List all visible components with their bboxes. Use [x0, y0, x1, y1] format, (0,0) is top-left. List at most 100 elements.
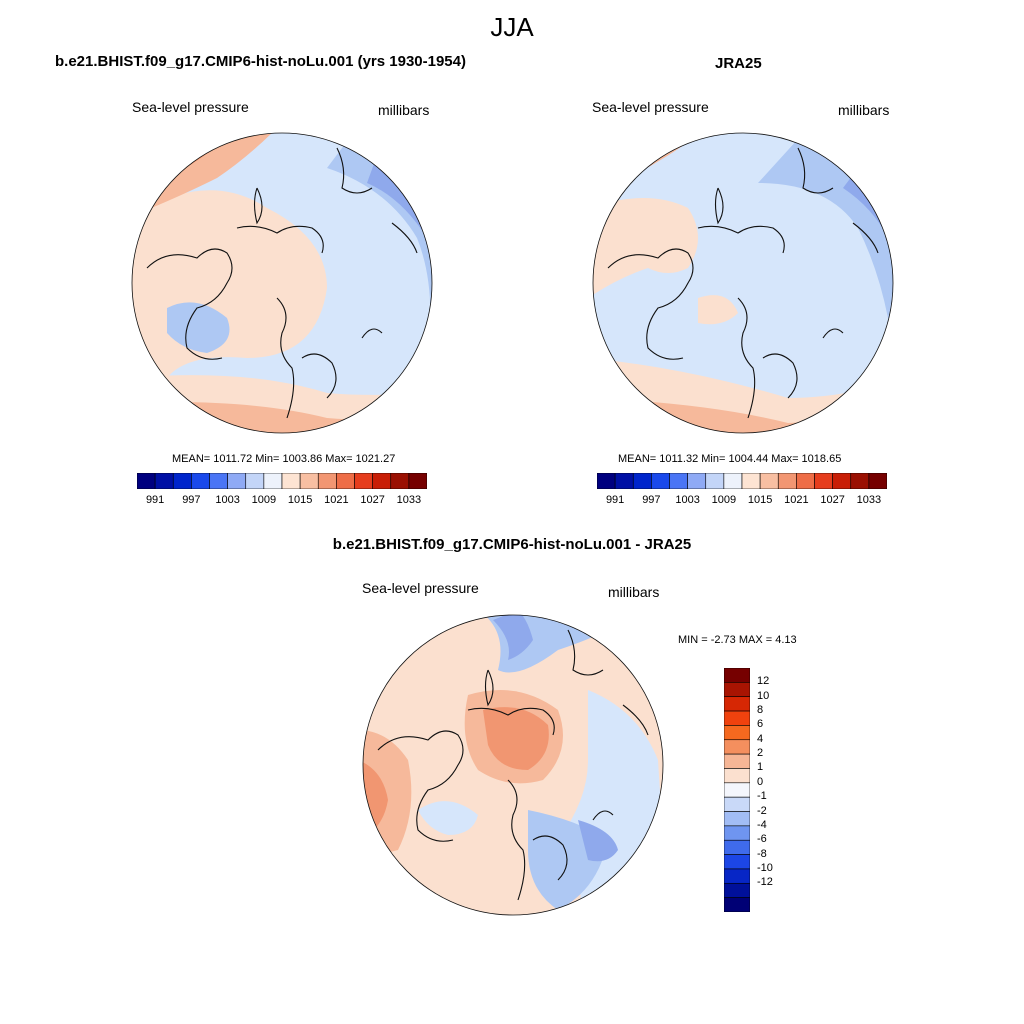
- diff-colorbar-box: [724, 811, 750, 827]
- diff-colorbar-box: [724, 682, 750, 698]
- model-colorbar-box: [299, 473, 319, 489]
- obs-colorbar-box: [614, 473, 634, 489]
- model-colorbar-tick-label: 1003: [215, 494, 240, 506]
- diff-colorbar-box: [724, 753, 750, 769]
- model-colorbar-box: [191, 473, 210, 489]
- diff-colorbar-tick-label: 10: [757, 689, 770, 702]
- diff-colorbar-tick-label: 0: [757, 775, 764, 788]
- model-panel-title: b.e21.BHIST.f09_g17.CMIP6-hist-noLu.001 …: [55, 53, 466, 70]
- diff-colorbar-tick-label: 4: [757, 732, 764, 745]
- diff-colorbar-box: [724, 825, 750, 841]
- diff-colorbar-tick-label: 8: [757, 704, 764, 717]
- model-colorbar-box: [172, 473, 192, 489]
- diff-colorbar-tick-label: -4: [757, 818, 767, 831]
- model-colorbar-box: [209, 473, 228, 489]
- obs-colorbar-tick-label: 1027: [820, 494, 845, 506]
- diff-colorbar-box: [724, 882, 750, 898]
- diff-stats: MIN = -2.73 MAX = 4.13: [678, 634, 797, 646]
- model-colorbar-tick-label: 1033: [396, 494, 422, 506]
- obs-units-label: millibars: [838, 102, 890, 118]
- diff-panel-title: b.e21.BHIST.f09_g17.CMIP6-hist-noLu.001 …: [332, 536, 692, 553]
- obs-colorbar-box: [777, 473, 797, 489]
- obs-colorbar-box: [723, 473, 743, 489]
- model-stats: MEAN= 1011.72 Min= 1003.86 Max= 1021.27: [172, 453, 396, 465]
- model-colorbar-box: [336, 473, 355, 489]
- diff-colorbar-tick-label: 2: [757, 747, 764, 760]
- obs-colorbar-tick-label: 1009: [711, 494, 737, 506]
- diff-colorbar: [724, 668, 750, 912]
- diff-colorbar-tick-label: -2: [757, 804, 767, 817]
- model-units-label: millibars: [378, 102, 430, 118]
- obs-panel-title: JRA25: [715, 55, 762, 72]
- obs-colorbar-box: [814, 473, 833, 489]
- obs-colorbar-box: [705, 473, 725, 489]
- model-colorbar: [137, 473, 427, 489]
- obs-colorbar-box: [868, 473, 887, 489]
- diff-map-border: [362, 614, 664, 916]
- model-colorbar-tick-label: 1021: [324, 494, 349, 506]
- obs-colorbar-box: [832, 473, 852, 489]
- model-colorbar-box: [245, 473, 265, 489]
- obs-colorbar-tick-label: 997: [642, 494, 661, 506]
- model-blue-west-ring: [167, 302, 230, 353]
- model-colorbar-ticks: 991 997 1003 1009 1015 1021 1027 1033: [0, 494, 1024, 508]
- obs-peach-west: [593, 198, 698, 298]
- obs-colorbar-ticks: 991 997 1003 1009 1015 1021 1027 1033: [0, 494, 1024, 508]
- diff-colorbar-box: [724, 854, 750, 870]
- model-colorbar-box: [372, 473, 392, 489]
- obs-colorbar-tick-label: 991: [605, 494, 625, 506]
- model-map-border: [131, 132, 433, 434]
- diff-colorbar-box: [724, 710, 750, 726]
- obs-colorbar-box: [632, 473, 652, 489]
- model-colorbar-tick-label: 997: [182, 494, 201, 506]
- obs-colorbar-tick-label: 1015: [747, 494, 773, 506]
- diff-colorbar-tick-label: -8: [757, 847, 767, 860]
- obs-colorbar-box: [597, 473, 616, 489]
- diff-blue-southeast-dark: [578, 820, 618, 862]
- diff-colorbar-tick-label: 12: [757, 675, 770, 688]
- obs-colorbar-box: [741, 473, 761, 489]
- diff-colorbar-tick-label: -1: [757, 790, 767, 803]
- diff-colorbar-box: [724, 897, 750, 912]
- diff-colorbar-tick-label: 6: [757, 718, 764, 731]
- diff-colorbar-box: [724, 796, 750, 812]
- obs-colorbar-box: [850, 473, 870, 489]
- diff-colorbar-box: [724, 668, 750, 683]
- obs-colorbar: [597, 473, 887, 489]
- model-colorbar-box: [354, 473, 373, 489]
- diff-colorbar-tick-label: -12: [757, 876, 773, 889]
- diff-colorbar-box: [724, 725, 750, 741]
- model-colorbar-tick-label: 1009: [251, 494, 277, 506]
- model-colorbar-box: [317, 473, 337, 489]
- diff-blue-north-dark: [493, 615, 533, 660]
- obs-polar-map: [592, 132, 894, 434]
- diff-colorbar-box: [724, 696, 750, 712]
- diff-orange-center: [483, 707, 549, 770]
- diff-colorbar-box: [724, 739, 750, 755]
- model-colorbar-box: [281, 473, 301, 489]
- model-colorbar-box: [227, 473, 247, 489]
- diff-variable-label: Sea-level pressure: [362, 580, 479, 596]
- model-variable-label: Sea-level pressure: [132, 99, 249, 115]
- model-colorbar-box: [390, 473, 410, 489]
- diff-polar-map: [362, 614, 664, 916]
- diff-colorbar-box: [724, 782, 750, 798]
- diff-colorbar-box: [724, 839, 750, 855]
- obs-colorbar-box: [796, 473, 815, 489]
- diff-colorbar-tick-label: 1: [757, 761, 764, 774]
- obs-map-border: [592, 132, 894, 434]
- obs-variable-label: Sea-level pressure: [592, 99, 709, 115]
- model-colorbar-tick-label: 1027: [360, 494, 385, 506]
- model-colorbar-box: [154, 473, 174, 489]
- obs-colorbar-tick-label: 1021: [784, 494, 809, 506]
- obs-stats: MEAN= 1011.32 Min= 1004.44 Max= 1018.65: [618, 453, 842, 465]
- diff-colorbar-tick-label: -6: [757, 833, 767, 846]
- obs-peach-center: [698, 295, 738, 325]
- diff-colorbar-box: [724, 768, 750, 784]
- obs-coastlines: [607, 147, 879, 419]
- model-colorbar-box: [408, 473, 427, 489]
- diff-colorbar-box: [724, 868, 750, 884]
- obs-colorbar-box: [651, 473, 670, 489]
- obs-colorbar-tick-label: 1003: [675, 494, 700, 506]
- model-colorbar-box: [137, 473, 156, 489]
